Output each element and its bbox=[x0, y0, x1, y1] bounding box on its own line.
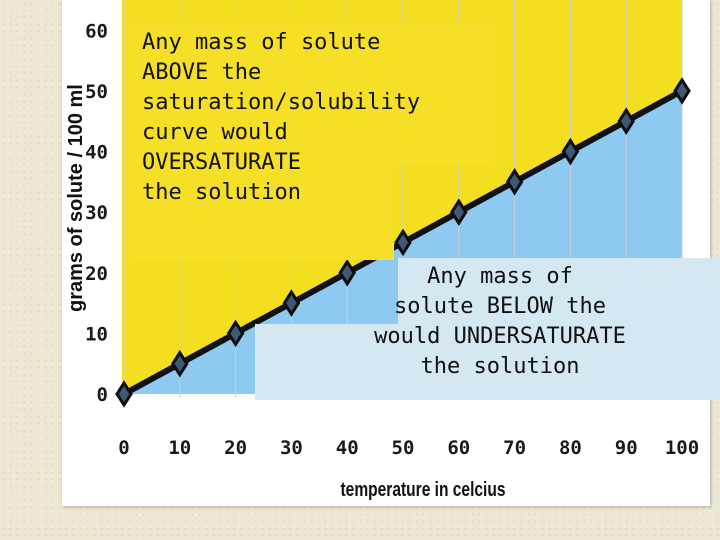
data-point-100 bbox=[673, 77, 691, 105]
x-tick-label: 70 bbox=[503, 437, 526, 459]
data-point-40 bbox=[338, 258, 356, 287]
y-tick-label: 0 bbox=[97, 384, 108, 406]
data-point-0 bbox=[115, 380, 133, 408]
data-point-90 bbox=[617, 107, 635, 136]
x-tick-label: 20 bbox=[224, 437, 247, 459]
y-tick-label: 60 bbox=[85, 20, 108, 42]
y-tick-label: 50 bbox=[85, 81, 108, 103]
data-point-60 bbox=[450, 198, 468, 226]
y-tick-label: 30 bbox=[85, 202, 108, 224]
y-tick-label: 40 bbox=[85, 142, 108, 164]
data-point-30 bbox=[282, 289, 301, 317]
y-tick-label: 20 bbox=[85, 263, 108, 285]
data-point-50 bbox=[394, 228, 412, 257]
x-tick-label: 80 bbox=[559, 437, 582, 459]
data-point-80 bbox=[561, 137, 580, 166]
x-tick-label: 40 bbox=[336, 437, 359, 459]
x-tick-label: 10 bbox=[168, 437, 191, 459]
callout-oversaturate: Any mass of solute ABOVE the saturation/… bbox=[130, 22, 494, 260]
data-point-70 bbox=[505, 168, 524, 196]
x-tick-label: 30 bbox=[280, 437, 303, 459]
callout-undersaturate-text: Any mass of solute BELOW the would UNDER… bbox=[374, 264, 626, 379]
callout-oversaturate-text: Any mass of solute ABOVE the saturation/… bbox=[142, 30, 421, 205]
data-point-10 bbox=[171, 349, 189, 378]
x-tick-label: 50 bbox=[392, 437, 415, 459]
data-point-20 bbox=[226, 319, 245, 348]
x-axis-title: temperature in celcius bbox=[341, 479, 506, 501]
callout-undersaturate-bg-top bbox=[398, 258, 720, 324]
y-axis-title: grams of solute / 100 ml bbox=[65, 84, 87, 312]
x-tick-label: 90 bbox=[615, 437, 638, 459]
x-tick-label: 100 bbox=[665, 437, 699, 459]
x-tick-label: 0 bbox=[118, 437, 129, 459]
x-tick-label: 60 bbox=[447, 437, 470, 459]
y-tick-label: 10 bbox=[85, 323, 108, 345]
callout-undersaturate-bg-bottom bbox=[255, 324, 720, 400]
